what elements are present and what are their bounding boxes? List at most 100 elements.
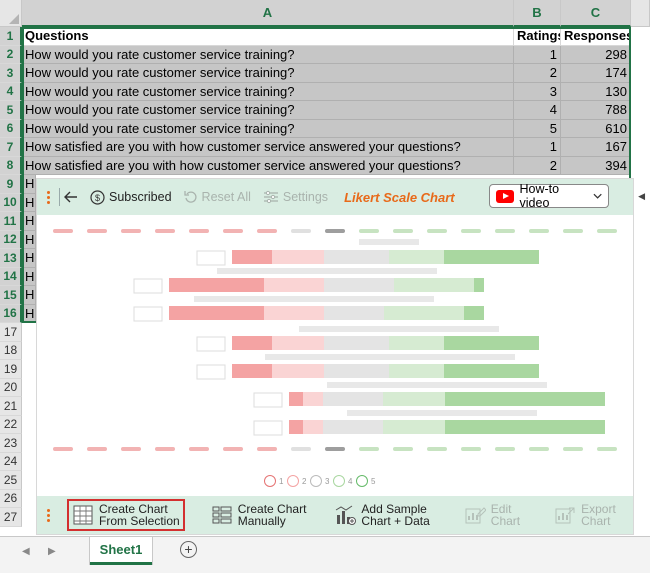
drag-handle-icon[interactable] xyxy=(41,508,55,522)
form-rows-icon xyxy=(212,506,232,524)
row-header[interactable]: 23 xyxy=(0,434,22,453)
cell-responses[interactable]: 167 xyxy=(561,138,631,157)
cell-responses[interactable]: 394 xyxy=(561,156,631,175)
row-header[interactable]: 14 xyxy=(0,267,22,286)
cell-rating[interactable]: 2 xyxy=(514,64,561,83)
cell-responses[interactable]: 788 xyxy=(561,101,631,120)
previous-sheet-arrow-icon[interactable]: ◀ xyxy=(22,546,30,557)
create-chart-from-selection-button[interactable]: Create Chart From Selection xyxy=(67,499,185,531)
column-header-b[interactable]: B xyxy=(514,0,561,27)
back-button[interactable] xyxy=(64,191,78,203)
preview-bottom-dash-line xyxy=(53,447,617,451)
cell-question-partial[interactable]: H xyxy=(22,175,36,194)
cell-rating[interactable]: 1 xyxy=(514,45,561,64)
export-chart-button[interactable]: Export Chart xyxy=(554,503,616,527)
cell-question[interactable]: How would you rate customer service trai… xyxy=(22,45,514,64)
create-chart-manually-button[interactable]: Create Chart Manually xyxy=(211,503,306,528)
row-header[interactable]: 18 xyxy=(0,341,22,360)
drag-handle-icon[interactable] xyxy=(41,190,55,204)
edit-line1: Edit xyxy=(490,502,512,516)
row-header[interactable]: 12 xyxy=(0,230,22,249)
row-header[interactable]: 1 xyxy=(0,27,22,46)
edit-chart-button[interactable]: Edit Chart xyxy=(464,503,520,527)
cell-responses[interactable]: 298 xyxy=(561,45,631,64)
row-header[interactable]: 19 xyxy=(0,360,22,379)
cell-a1[interactable]: Questions xyxy=(22,27,514,46)
row-header[interactable]: 10 xyxy=(0,193,22,212)
sliders-icon xyxy=(263,190,278,204)
row-header[interactable]: 20 xyxy=(0,378,22,397)
row-header[interactable]: 5 xyxy=(0,101,22,120)
row-header[interactable]: 8 xyxy=(0,156,22,175)
row-header[interactable]: 22 xyxy=(0,415,22,434)
cell-question-partial[interactable]: H xyxy=(22,212,36,231)
cell-question-partial[interactable]: H xyxy=(22,286,36,305)
cell-rating[interactable]: 2 xyxy=(514,156,561,175)
next-sheet-arrow-icon[interactable]: ▶ xyxy=(48,546,56,557)
cell-rating[interactable]: 5 xyxy=(514,119,561,138)
legend-label-2: 2 xyxy=(302,477,307,486)
cell-rating[interactable]: 4 xyxy=(514,101,561,120)
create-manual-line2: Manually xyxy=(237,514,286,528)
cell-rating[interactable]: 1 xyxy=(514,138,561,157)
row-header[interactable]: 24 xyxy=(0,452,22,471)
row-header[interactable]: 21 xyxy=(0,397,22,416)
youtube-icon xyxy=(496,189,514,203)
row-header[interactable]: 7 xyxy=(0,138,22,157)
cell-responses[interactable]: 130 xyxy=(561,82,631,101)
cell-responses[interactable]: 174 xyxy=(561,64,631,83)
export-line1: Export xyxy=(581,502,616,516)
column-header-c[interactable]: C xyxy=(561,0,631,27)
add-sheet-plus-icon[interactable]: + xyxy=(180,541,197,558)
cell-question-partial[interactable]: H xyxy=(22,230,36,249)
row-header[interactable]: 4 xyxy=(0,82,22,101)
cell-question-partial[interactable]: H xyxy=(22,304,36,323)
cell-question[interactable]: How would you rate customer service trai… xyxy=(22,119,514,138)
cell-question-partial[interactable]: H xyxy=(22,267,36,286)
cell-question[interactable]: How satisfied are you with how customer … xyxy=(22,138,514,157)
cell-question[interactable]: How would you rate customer service trai… xyxy=(22,82,514,101)
row-header[interactable]: 13 xyxy=(0,249,22,268)
collapse-panel-arrow-icon[interactable]: ◀ xyxy=(638,191,645,201)
row-header[interactable]: 26 xyxy=(0,489,22,508)
cell-question[interactable]: How would you rate customer service trai… xyxy=(22,64,514,83)
settings-button[interactable]: Settings xyxy=(263,190,328,204)
emoji-legend: 1 2 3 4 5 xyxy=(264,475,376,487)
subscribed-button[interactable]: $ Subscribed xyxy=(90,189,172,205)
add-sample-chart-data-button[interactable]: Add Sample Chart + Data xyxy=(334,503,430,527)
cell-question[interactable]: How satisfied are you with how customer … xyxy=(22,156,514,175)
reset-icon xyxy=(183,191,197,203)
row-header[interactable]: 27 xyxy=(0,508,22,527)
cell-question[interactable]: How would you rate customer service trai… xyxy=(22,101,514,120)
sheet-tab-sheet1[interactable]: Sheet1 xyxy=(90,537,152,565)
cell-question-partial[interactable]: H xyxy=(22,193,36,212)
row-header[interactable]: 17 xyxy=(0,323,22,342)
reset-all-button[interactable]: Reset All xyxy=(183,190,251,204)
cell-rating[interactable]: 3 xyxy=(514,82,561,101)
cell-b1[interactable]: Ratings xyxy=(514,27,561,46)
column-header-d[interactable] xyxy=(631,0,650,27)
row-header[interactable]: 16 xyxy=(0,304,22,323)
toolbar-divider xyxy=(59,188,60,206)
row-header[interactable]: 2 xyxy=(0,45,22,64)
row-header[interactable]: 3 xyxy=(0,64,22,83)
export-line2: Chart xyxy=(581,514,611,528)
how-to-video-dropdown[interactable]: How-to video xyxy=(489,182,609,210)
row-header[interactable]: 11 xyxy=(0,212,22,231)
column-header-a[interactable]: A xyxy=(22,0,514,27)
cell-c1[interactable]: Responses xyxy=(561,27,631,46)
how-to-video-label: How-to video xyxy=(519,182,560,210)
cell-question-partial[interactable]: H xyxy=(22,249,36,268)
edit-line2: Chart xyxy=(490,514,521,528)
row-header[interactable]: 6 xyxy=(0,119,22,138)
select-all-corner[interactable] xyxy=(0,0,22,27)
cell-responses[interactable]: 610 xyxy=(561,119,631,138)
dollar-circle-icon: $ xyxy=(90,189,105,205)
panel-action-bar: Create Chart From Selection Create Chart M… xyxy=(37,496,633,534)
svg-text:$: $ xyxy=(95,193,100,203)
row-header[interactable]: 15 xyxy=(0,286,22,305)
row-header[interactable]: 25 xyxy=(0,471,22,490)
row-header[interactable]: 9 xyxy=(0,175,22,194)
likert-chart-preview-illustration: 1 2 3 4 5 xyxy=(53,229,617,487)
table-grid-icon xyxy=(73,505,93,525)
